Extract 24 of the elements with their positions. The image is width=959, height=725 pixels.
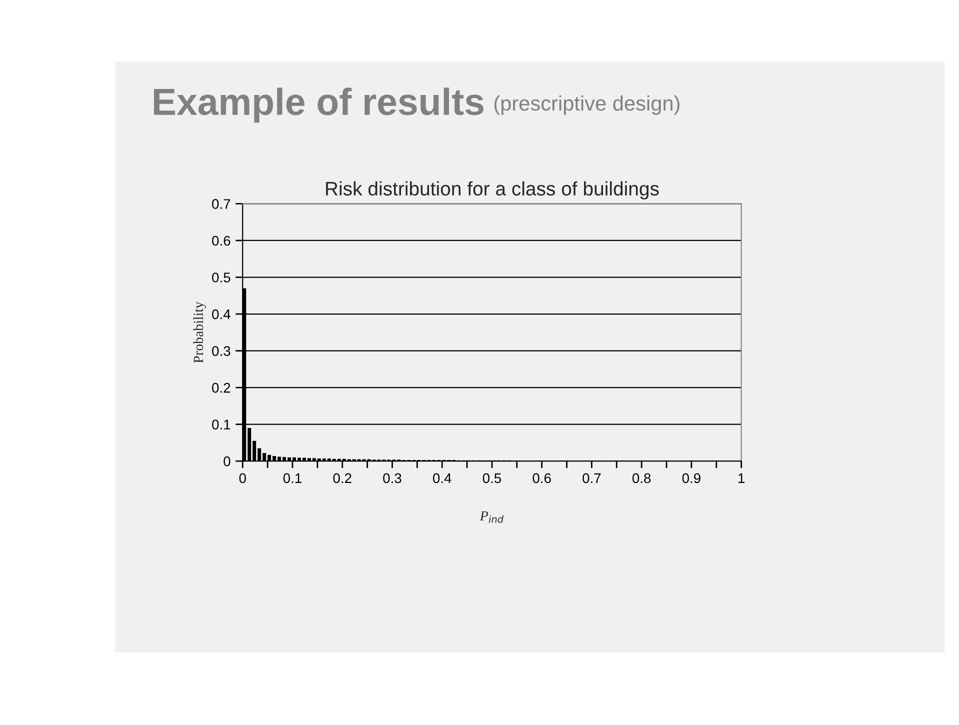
y-axis-title: Probability xyxy=(193,302,206,363)
y-tick-label: 0 xyxy=(224,456,230,466)
y-tick-label: 0.7 xyxy=(212,199,230,209)
x-axis-title: P$_{ind}$ xyxy=(480,511,504,523)
text: 0.1 xyxy=(283,473,302,484)
x-tick-label: 0.6 xyxy=(532,473,551,484)
text: (prescriptive design) xyxy=(494,95,680,115)
y-tick-label: 0.1 xyxy=(212,420,230,430)
y-tick-label: 0.5 xyxy=(212,272,230,282)
x-tick-label: 0.4 xyxy=(432,473,452,484)
y-tick-label: 0.6 xyxy=(212,236,230,246)
y-tick-label: 0.4 xyxy=(212,309,230,320)
x-tick-label: 0.7 xyxy=(582,473,601,484)
text: Example of results xyxy=(154,88,484,123)
x-tick-label: 0.5 xyxy=(482,473,502,484)
x-tick-label: 0.9 xyxy=(682,473,700,484)
chart-title: Risk distribution for a class of buildings xyxy=(326,181,659,200)
x-tick-label: 1 xyxy=(738,473,744,483)
y-tick-label: 0.2 xyxy=(212,382,230,393)
x-tick-label: 0 xyxy=(239,473,246,484)
x-tick-label: 0.2 xyxy=(333,473,352,484)
x-tick-label: 0.3 xyxy=(383,473,402,484)
y-tick-label: 0.3 xyxy=(212,346,230,356)
x-tick-label: 0.8 xyxy=(632,473,651,484)
